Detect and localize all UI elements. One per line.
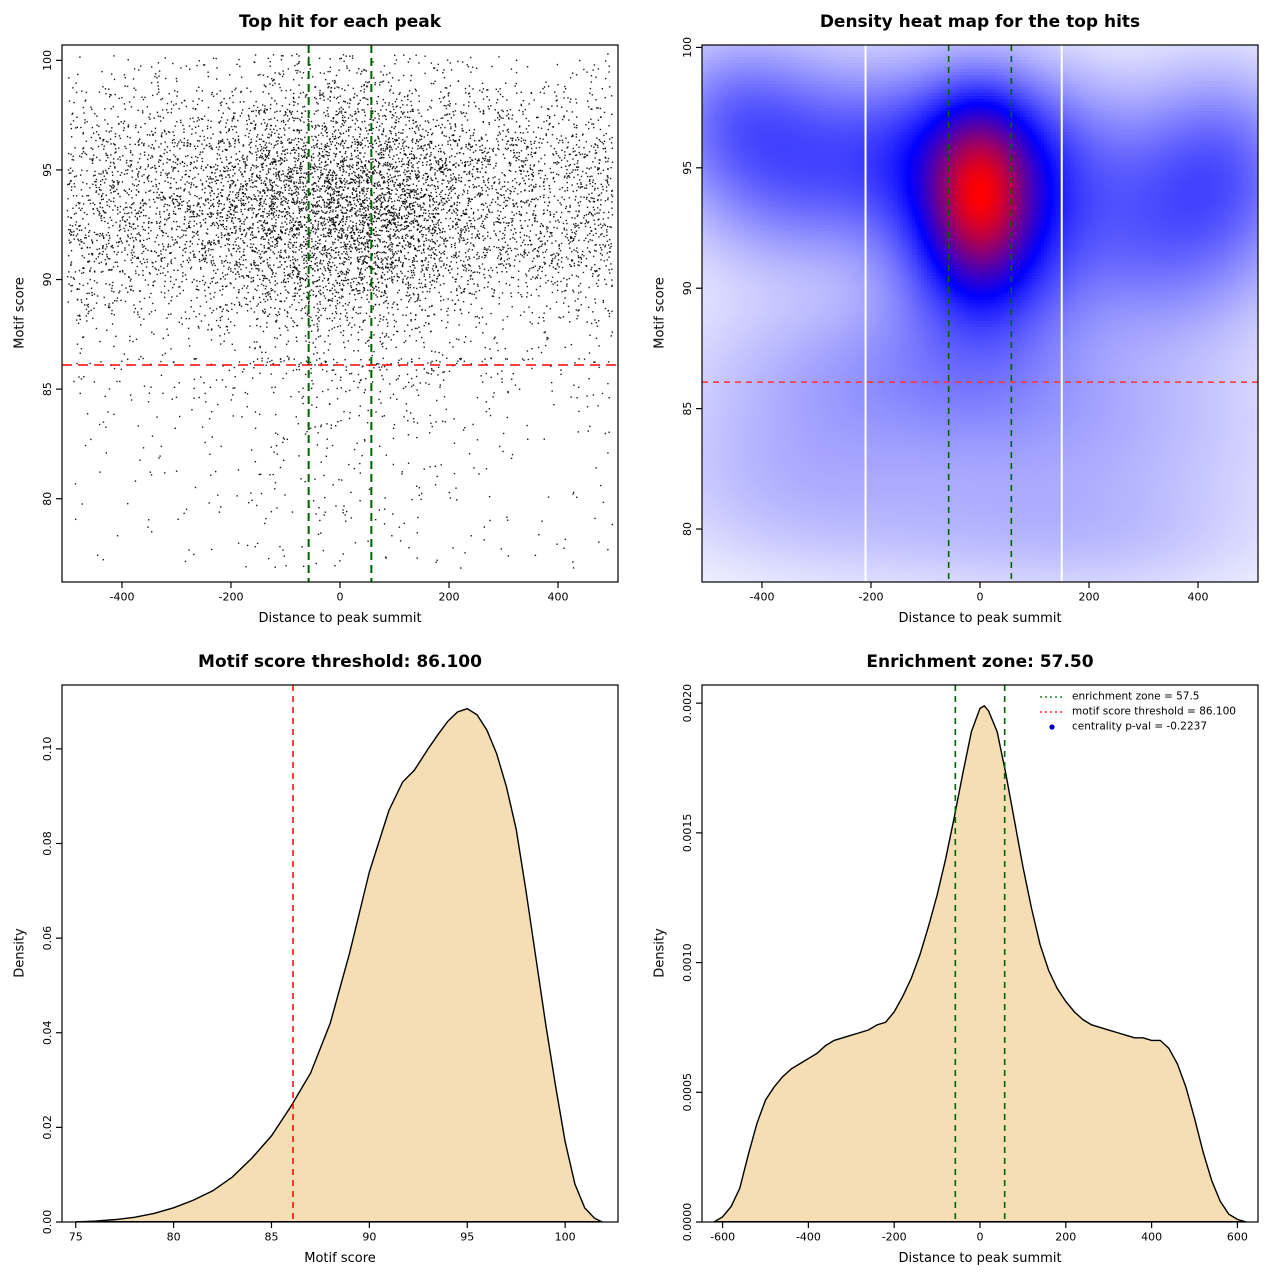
score-density-y-axis-label: Density xyxy=(12,928,28,978)
scatter-plot-canvas xyxy=(0,0,640,640)
distance-density-x-axis-label: Distance to peak summit xyxy=(898,1251,1062,1266)
scatter-x-axis-label: Distance to peak summit xyxy=(258,611,422,626)
panel-distance-density: Enrichment zone: 57.50 Distance to peak … xyxy=(640,640,1280,1280)
distance-density-y-axis-label: Density xyxy=(652,928,668,978)
panel-motif-score-density: Motif score threshold: 86.100 Motif scor… xyxy=(0,640,640,1280)
heatmap-plot-canvas xyxy=(640,0,1280,640)
heatmap-y-axis-label: Motif score xyxy=(652,277,668,349)
panel-top-hits-scatter: Top hit for each peak Distance to peak s… xyxy=(0,0,640,640)
score-density-plot-canvas xyxy=(0,640,640,1280)
heatmap-x-axis-label: Distance to peak summit xyxy=(898,611,1062,626)
distance-density-plot-canvas xyxy=(640,640,1280,1280)
score-density-x-axis-label: Motif score xyxy=(304,1251,376,1266)
panel-density-heatmap: Density heat map for the top hits Distan… xyxy=(640,0,1280,640)
scatter-y-axis-label: Motif score xyxy=(12,277,28,349)
